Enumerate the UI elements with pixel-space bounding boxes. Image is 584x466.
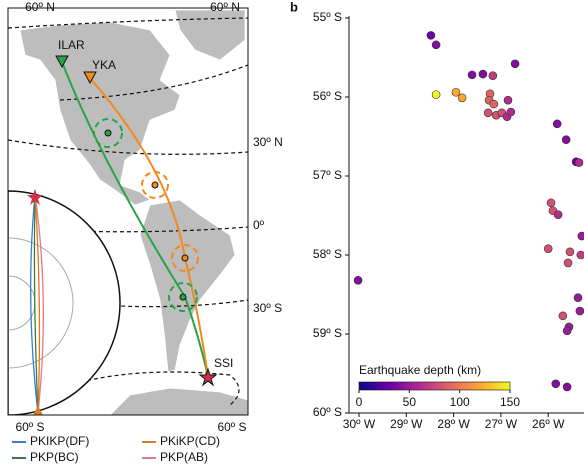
legend-label: PKIKP(DF) bbox=[30, 434, 89, 448]
inset-station bbox=[33, 406, 43, 415]
event bbox=[198, 367, 218, 387]
point bbox=[575, 306, 584, 316]
point bbox=[551, 379, 561, 389]
point bbox=[577, 231, 584, 241]
lat-label: 60º S bbox=[217, 420, 246, 434]
x-tick-label: 29º W bbox=[390, 417, 423, 431]
point bbox=[563, 258, 573, 268]
lat-label: 60º N bbox=[210, 0, 240, 14]
point bbox=[553, 210, 563, 220]
point bbox=[431, 40, 441, 50]
lat-label: 30º N bbox=[253, 135, 283, 149]
pierce-circle bbox=[93, 118, 123, 148]
point bbox=[565, 247, 575, 257]
point bbox=[353, 275, 363, 285]
antarctica bbox=[109, 387, 248, 415]
point bbox=[543, 244, 553, 253]
parallel bbox=[8, 139, 248, 155]
inset-ray bbox=[33, 194, 39, 414]
lat-label: 0º bbox=[253, 218, 265, 232]
inset-event bbox=[27, 189, 43, 205]
pierce-circle bbox=[141, 171, 169, 199]
greenland bbox=[174, 9, 246, 61]
parallel bbox=[59, 371, 240, 406]
point bbox=[478, 69, 488, 79]
lat-label: 30º S bbox=[253, 301, 282, 315]
y-tick-label: 58º S bbox=[313, 247, 342, 261]
legend-label: PKP(BC) bbox=[30, 450, 79, 464]
legend-label: PKP(AB) bbox=[160, 450, 208, 464]
north-america bbox=[19, 21, 181, 206]
parallel bbox=[99, 299, 248, 308]
y-tick-label: 55º S bbox=[313, 10, 342, 24]
y-tick-label: 57º S bbox=[313, 168, 342, 182]
colorbar-tick-label: 50 bbox=[403, 395, 417, 409]
y-tick-label: 59º S bbox=[313, 326, 342, 340]
point bbox=[506, 107, 516, 117]
point bbox=[451, 87, 461, 97]
x-tick-label: 26º W bbox=[532, 417, 565, 431]
x-tick-label: 27º W bbox=[485, 417, 518, 431]
pierce-circle bbox=[171, 244, 199, 272]
station bbox=[55, 55, 69, 69]
pierce-point bbox=[151, 181, 159, 189]
point bbox=[467, 70, 477, 80]
station-label: YKA bbox=[92, 58, 116, 72]
panel-label: b bbox=[290, 0, 298, 14]
point bbox=[426, 31, 436, 40]
point bbox=[576, 250, 584, 260]
point bbox=[562, 382, 572, 392]
y-tick-label: 56º S bbox=[313, 89, 342, 103]
x-tick-label: 30º W bbox=[343, 417, 376, 431]
inset-ray bbox=[34, 194, 41, 414]
parallel bbox=[8, 17, 248, 29]
lat-label: 60º S bbox=[15, 420, 44, 434]
point bbox=[561, 135, 571, 144]
colorbar-tick-label: 0 bbox=[356, 395, 363, 409]
parallel bbox=[59, 64, 248, 101]
point bbox=[503, 95, 513, 105]
colorbar-title: Earthquake depth (km) bbox=[359, 363, 481, 377]
inset-ray bbox=[30, 194, 39, 414]
point bbox=[573, 293, 583, 302]
pierce-point bbox=[179, 293, 187, 301]
point bbox=[558, 311, 568, 321]
point bbox=[546, 198, 556, 208]
ray-path bbox=[89, 77, 209, 378]
map bbox=[8, 8, 248, 415]
map-frame bbox=[7, 7, 249, 416]
ray-path bbox=[61, 61, 209, 378]
pierce-circle bbox=[168, 282, 198, 312]
point bbox=[431, 90, 441, 99]
inset-ray bbox=[34, 194, 44, 414]
point bbox=[489, 99, 499, 109]
colorbar bbox=[358, 381, 511, 391]
colorbar-tick-label: 100 bbox=[450, 395, 470, 409]
colorbar-tick-label: 150 bbox=[500, 395, 520, 409]
point bbox=[562, 326, 572, 336]
point bbox=[510, 59, 520, 69]
station bbox=[83, 71, 97, 85]
point bbox=[574, 158, 584, 167]
legend: PKIKP(DF) PKiKP(CD) PKP(BC) PKP(AB) bbox=[12, 434, 220, 464]
lat-label: 60º N bbox=[25, 0, 55, 14]
point bbox=[488, 71, 498, 80]
point bbox=[552, 119, 562, 129]
pierce-point bbox=[104, 129, 112, 137]
point bbox=[457, 93, 467, 103]
south-america bbox=[139, 199, 236, 373]
legend-label: PKiKP(CD) bbox=[160, 434, 220, 448]
point bbox=[483, 108, 493, 118]
station-label: ILAR bbox=[58, 38, 85, 52]
y-tick-label: 60º S bbox=[313, 405, 342, 419]
station-label: SSI bbox=[214, 356, 233, 370]
pierce-point bbox=[181, 254, 189, 262]
x-tick-label: 28º W bbox=[437, 417, 470, 431]
